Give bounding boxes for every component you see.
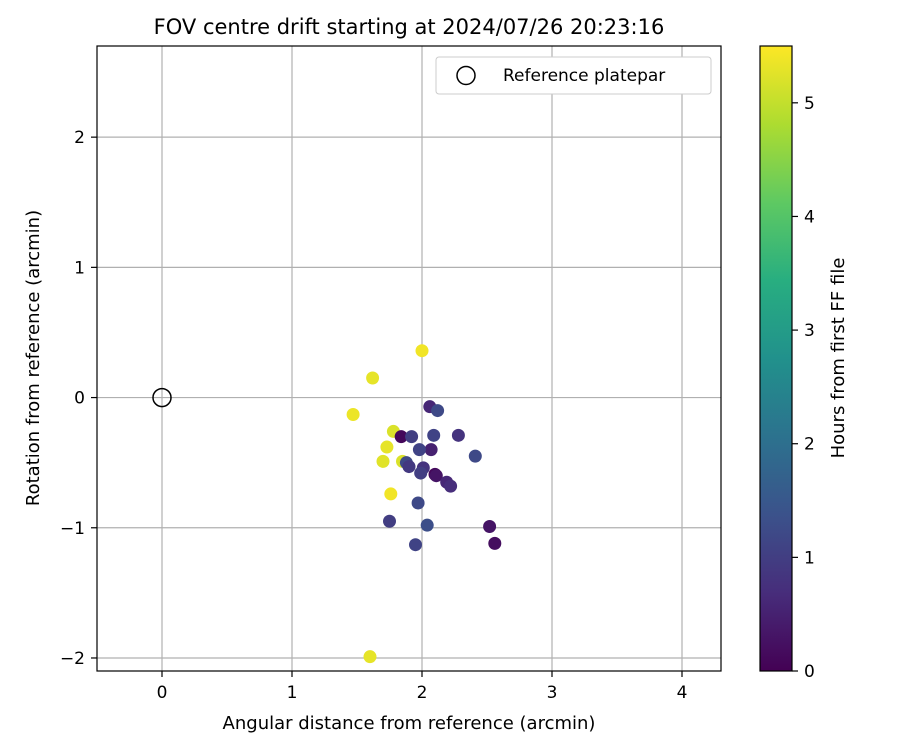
colorbar-tick-label: 1 [804, 548, 815, 568]
x-tick-label: 2 [417, 683, 428, 703]
x-axis-ticks: 0 1 2 3 4 [157, 671, 688, 703]
legend-marker [456, 65, 476, 86]
data-point [414, 466, 428, 480]
data-point [346, 407, 360, 421]
x-tick-label: 1 [287, 683, 298, 703]
chart-title: FOV centre drift starting at 2024/07/26 … [154, 15, 665, 39]
plot-frame [96, 45, 722, 672]
data-point [380, 440, 394, 454]
data-point [383, 514, 396, 528]
data-point [402, 460, 416, 474]
data-point [366, 371, 380, 385]
data-point [488, 536, 502, 550]
colorbar: 0 1 2 3 4 5 Hours from first FF file [759, 45, 849, 682]
data-point [363, 650, 377, 664]
x-tick-label: 0 [157, 683, 168, 703]
y-tick-label: 1 [74, 258, 85, 278]
colorbar-tick-label: 5 [804, 94, 815, 114]
colorbar-tick-label: 3 [804, 321, 815, 341]
y-tick-label: 0 [74, 389, 85, 409]
colorbar-ticks: 0 1 2 3 4 5 [792, 94, 815, 682]
data-point [412, 443, 426, 457]
data-point [384, 487, 398, 501]
data-point [483, 519, 497, 533]
data-point [415, 344, 429, 358]
x-axis-label: Angular distance from reference (arcmin) [223, 713, 596, 734]
data-point [420, 518, 434, 532]
legend-label: Reference platepar [503, 66, 665, 86]
y-axis-label: Rotation from reference (arcmin) [23, 210, 44, 506]
plot-area: 0 1 2 3 4 −2 −1 0 1 2 [60, 45, 722, 703]
data-point [431, 404, 445, 418]
data-point [427, 428, 441, 442]
colorbar-gradient [759, 45, 793, 672]
y-axis-ticks: −2 −1 0 1 2 [60, 128, 97, 669]
data-point [411, 496, 425, 510]
data-point [468, 449, 482, 463]
data-point [376, 454, 390, 468]
data-point [394, 430, 408, 444]
y-tick-label: −2 [60, 649, 85, 669]
colorbar-tick-label: 2 [804, 435, 815, 455]
colorbar-tick-label: 4 [804, 207, 815, 227]
grid [97, 46, 721, 671]
data-points [346, 344, 502, 664]
data-point [451, 428, 465, 442]
y-tick-label: 2 [74, 128, 85, 148]
x-tick-label: 4 [677, 683, 688, 703]
x-tick-label: 3 [547, 683, 558, 703]
legend-box [435, 56, 712, 95]
y-tick-label: −1 [60, 519, 85, 539]
data-point [444, 479, 458, 493]
plot-background [97, 46, 721, 671]
data-point [405, 430, 419, 444]
colorbar-tick-label: 0 [804, 662, 815, 682]
data-point [409, 538, 422, 552]
reference-platepar-marker [152, 387, 172, 408]
legend: Reference platepar [435, 56, 712, 95]
data-point [424, 443, 438, 457]
colorbar-label: Hours from first FF file [828, 258, 849, 459]
data-point [429, 469, 443, 483]
